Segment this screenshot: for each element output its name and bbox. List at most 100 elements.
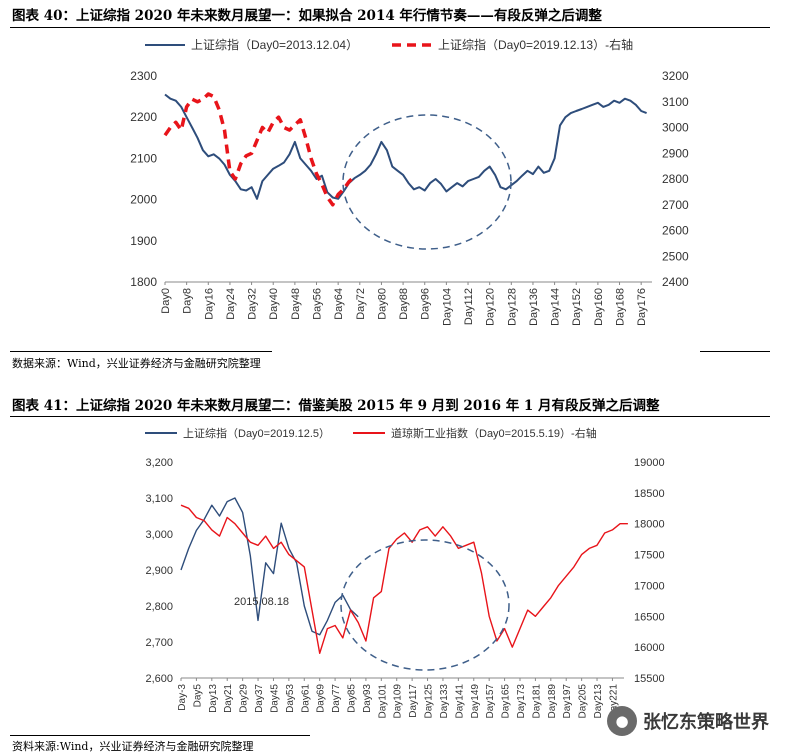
y-left-tick-label: 2,600 bbox=[145, 673, 173, 685]
x-tick-label: Day72 bbox=[355, 288, 367, 320]
chart-2: 2,600 2,700 2,800 2,900 3,000 3,100 3,200 15500… bbox=[145, 426, 665, 719]
y-left-tick-label: 2100 bbox=[130, 151, 157, 165]
y-right-tick-label: 2600 bbox=[662, 224, 689, 238]
legend-label-1: 上证综指（Day0=2019.12.5） bbox=[183, 426, 330, 440]
x-tick-label: Day16 bbox=[203, 288, 215, 320]
x-tick-label: Day77 bbox=[331, 684, 342, 713]
y-left-tick-label: 3,100 bbox=[145, 493, 173, 505]
y-left-tick-label: 1900 bbox=[130, 234, 157, 248]
x-tick-label: Day165 bbox=[501, 684, 512, 719]
x-tick-label: Day24 bbox=[225, 288, 237, 320]
y-left-tick-label: 2200 bbox=[130, 110, 157, 124]
x-tick-label: Day61 bbox=[300, 684, 311, 713]
x-tick-label: Day112 bbox=[463, 288, 475, 325]
figure-2-top-rule bbox=[10, 416, 770, 417]
x-tick-label: Day221 bbox=[608, 684, 619, 719]
x-tick-label: Day136 bbox=[528, 288, 540, 326]
figure-2-caption: 图表 41：上证综指 2020 年未来数月展望二：借鉴美股 2015 年 9 月… bbox=[12, 398, 660, 414]
y-left-tick-label: 2000 bbox=[130, 193, 157, 207]
legend-label-2: 道琼斯工业指数（Day0=2015.5.19）-右轴 bbox=[391, 426, 597, 440]
figure-1-bottom-rule-right bbox=[700, 351, 770, 352]
x-tick-label: Day5 bbox=[192, 684, 203, 708]
y-right-tick-label: 3000 bbox=[662, 121, 689, 135]
y-right-tick-label: 17000 bbox=[634, 580, 665, 592]
x-tick-label: Day45 bbox=[269, 684, 280, 713]
x-tick-label: Day21 bbox=[223, 684, 234, 713]
y-left-tick-label: 2,700 bbox=[145, 637, 173, 649]
figure-2-bottom-rule bbox=[10, 735, 310, 736]
legend-label-1: 上证综指（Day0=2013.12.04） bbox=[191, 37, 358, 52]
x-tick-label: Day176 bbox=[636, 288, 648, 326]
y-right-tick-label: 2500 bbox=[662, 249, 689, 263]
y-right-tick-label: 3100 bbox=[662, 95, 689, 109]
wechat-icon: ● bbox=[607, 706, 637, 736]
x-tick-label: Day96 bbox=[420, 288, 432, 320]
y-left-tick-label: 3,200 bbox=[145, 457, 173, 469]
x-tick-label: Day197 bbox=[562, 684, 573, 719]
figure-1-top-rule bbox=[10, 27, 770, 28]
series-line-2 bbox=[180, 504, 628, 655]
y-left-tick-label: 2300 bbox=[130, 69, 157, 83]
x-tick-label: Day109 bbox=[393, 684, 404, 719]
series-line-2 bbox=[163, 92, 356, 207]
x-tick-label: Day93 bbox=[362, 684, 373, 713]
x-tick-label: Day53 bbox=[285, 684, 296, 713]
x-tick-label: Day85 bbox=[346, 684, 357, 713]
highlight-ellipse bbox=[340, 539, 510, 671]
x-tick-label: Day80 bbox=[376, 288, 388, 320]
x-tick-label: Day144 bbox=[550, 288, 562, 326]
x-tick-label: Day152 bbox=[571, 288, 583, 326]
y-right-tick-label: 2400 bbox=[662, 275, 689, 289]
watermark: ● 张忆东策略世界 bbox=[607, 706, 769, 736]
x-tick-label: Day173 bbox=[516, 684, 527, 719]
y-right-tick-label: 18000 bbox=[634, 519, 665, 531]
figure-1-caption: 图表 40：上证综指 2020 年未来数月展望一：如果拟合 2014 年行情节奏… bbox=[12, 8, 602, 24]
x-tick-label: Day157 bbox=[485, 684, 496, 719]
x-tick-label: Day160 bbox=[593, 288, 605, 326]
x-tick-label: Day141 bbox=[454, 684, 465, 719]
x-tick-label: Day128 bbox=[506, 288, 518, 326]
x-tick-label: Day69 bbox=[316, 684, 327, 713]
y-left-tick-label: 2,800 bbox=[145, 601, 173, 613]
x-tick-label: Day32 bbox=[247, 288, 259, 320]
x-tick-label: Day181 bbox=[531, 684, 542, 719]
highlight-ellipse bbox=[342, 114, 512, 250]
x-tick-label: Day149 bbox=[470, 684, 481, 719]
y-left-tick-label: 3,000 bbox=[145, 529, 173, 541]
x-tick-label: Day117 bbox=[408, 684, 419, 718]
x-tick-label: Day56 bbox=[312, 288, 324, 320]
y-right-tick-label: 15500 bbox=[634, 673, 665, 685]
x-tick-label: Day48 bbox=[290, 288, 302, 320]
x-tick-label: Day13 bbox=[208, 684, 219, 713]
x-tick-label: Day189 bbox=[547, 684, 558, 719]
x-tick-label: Day37 bbox=[254, 684, 265, 713]
y-right-tick-label: 16500 bbox=[634, 611, 665, 623]
series-line-1 bbox=[164, 93, 647, 200]
x-tick-label: Day213 bbox=[593, 684, 604, 719]
x-tick-label: Day-3 bbox=[177, 684, 188, 711]
y-right-tick-label: 3200 bbox=[662, 69, 689, 83]
figure-1-bottom-rule-left bbox=[10, 351, 272, 352]
x-tick-label: Day8 bbox=[182, 288, 194, 314]
x-tick-label: Day125 bbox=[424, 684, 435, 719]
watermark-text: 张忆东策略世界 bbox=[643, 712, 769, 733]
figure-2-source: 资料来源:Wind，兴业证券经济与金融研究院整理 bbox=[12, 740, 254, 753]
x-tick-label: Day40 bbox=[268, 288, 280, 320]
y-right-tick-label: 2700 bbox=[662, 198, 689, 212]
y-right-tick-label: 2800 bbox=[662, 172, 689, 186]
figure-1-source: 数据来源：Wind，兴业证券经济与金融研究院整理 bbox=[12, 357, 261, 370]
y-right-tick-label: 16000 bbox=[634, 642, 665, 654]
annotation-label: 2015.08.18 bbox=[234, 596, 289, 608]
chart-1: 1800 1900 2000 2100 2200 2300 2400 2500 2600 2700… bbox=[130, 37, 689, 326]
x-tick-label: Day104 bbox=[441, 288, 453, 326]
x-tick-label: Day133 bbox=[439, 684, 450, 719]
x-tick-label: Day101 bbox=[377, 684, 388, 719]
legend-label-2: 上证综指（Day0=2019.12.13）-右轴 bbox=[438, 37, 633, 52]
x-tick-label: Day120 bbox=[485, 288, 497, 326]
y-left-tick-label: 1800 bbox=[130, 275, 157, 289]
y-left-tick-label: 2,900 bbox=[145, 565, 173, 577]
x-tick-label: Day205 bbox=[578, 684, 589, 719]
y-right-tick-label: 2900 bbox=[662, 146, 689, 160]
y-right-tick-label: 19000 bbox=[634, 457, 665, 469]
x-tick-label: Day29 bbox=[239, 684, 250, 713]
